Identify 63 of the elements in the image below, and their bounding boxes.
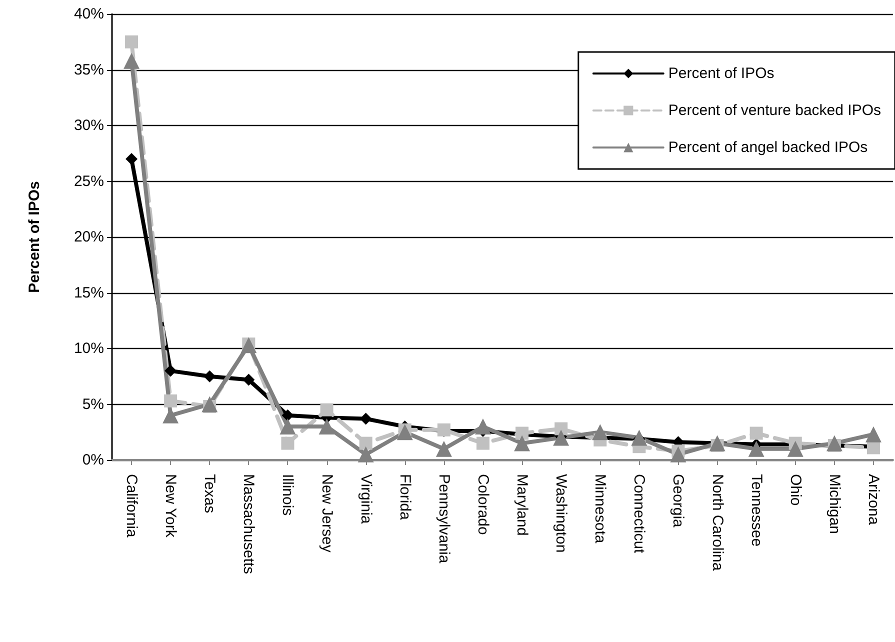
x-tick-label: Arizona bbox=[864, 474, 882, 526]
legend-label: Percent of venture backed IPOs bbox=[668, 102, 882, 119]
x-tick-label: Connecticut bbox=[630, 474, 648, 554]
legend-label: Percent of angel backed IPOs bbox=[668, 139, 868, 156]
point bbox=[164, 394, 178, 408]
y-tick-label: 40% bbox=[74, 6, 104, 22]
point bbox=[318, 418, 335, 435]
point bbox=[359, 436, 372, 450]
point bbox=[787, 440, 804, 457]
x-tick-label: Ohio bbox=[786, 474, 804, 506]
x-tick-label: Pennsylvania bbox=[435, 474, 452, 564]
point bbox=[396, 424, 413, 440]
point bbox=[202, 396, 218, 412]
point bbox=[592, 424, 608, 440]
point bbox=[553, 430, 570, 446]
point bbox=[514, 435, 530, 452]
point bbox=[436, 440, 452, 457]
point bbox=[748, 440, 764, 457]
point bbox=[826, 435, 842, 452]
point bbox=[865, 426, 882, 442]
x-tick-label: Colorado bbox=[474, 474, 492, 535]
y-tick-label: 20% bbox=[74, 228, 104, 246]
x-tick-label: Washington bbox=[552, 474, 570, 553]
x-tick-label: Tennessee bbox=[748, 474, 765, 547]
point bbox=[164, 364, 177, 377]
point bbox=[320, 403, 334, 416]
y-axis-title: Percent of IPOs bbox=[26, 181, 43, 293]
point bbox=[242, 374, 255, 386]
x-tick-label: Illinois bbox=[279, 474, 296, 516]
y-tick-label: 5% bbox=[82, 396, 104, 413]
point bbox=[554, 422, 568, 436]
y-tick-label: 0% bbox=[82, 452, 104, 468]
x-tick-label: Massachusetts bbox=[240, 474, 258, 574]
x-tick-label: Florida bbox=[396, 474, 414, 521]
point bbox=[750, 426, 763, 440]
x-tick-label: Minnesota bbox=[592, 474, 609, 544]
x-tick-label: New York bbox=[162, 474, 180, 538]
point bbox=[126, 152, 138, 165]
point bbox=[358, 446, 374, 462]
point bbox=[125, 35, 138, 48]
x-tick-label: Georgia bbox=[670, 474, 687, 528]
x-tick-label: Virginia bbox=[357, 474, 374, 524]
x-tick-label: North Carolina bbox=[708, 474, 726, 572]
point bbox=[281, 436, 294, 450]
y-tick-label: 25% bbox=[74, 172, 104, 190]
point bbox=[204, 370, 216, 382]
point bbox=[124, 52, 140, 69]
point bbox=[280, 418, 296, 435]
point bbox=[282, 409, 294, 422]
x-tick-label: New Jersey bbox=[318, 474, 336, 553]
legend-label: Percent of IPOs bbox=[668, 65, 774, 82]
point bbox=[670, 446, 686, 462]
point bbox=[476, 436, 490, 450]
y-tick-label: 10% bbox=[74, 340, 104, 357]
x-tick-label: Texas bbox=[201, 474, 218, 514]
y-tick-label: 35% bbox=[74, 61, 104, 78]
point bbox=[631, 430, 648, 446]
x-tick-label: California bbox=[123, 474, 140, 538]
y-tick-label: 30% bbox=[74, 117, 104, 134]
x-tick-label: Maryland bbox=[514, 474, 531, 536]
x-tick-label: Michigan bbox=[826, 474, 843, 534]
y-tick-label: 15% bbox=[74, 284, 104, 302]
point bbox=[474, 418, 491, 435]
